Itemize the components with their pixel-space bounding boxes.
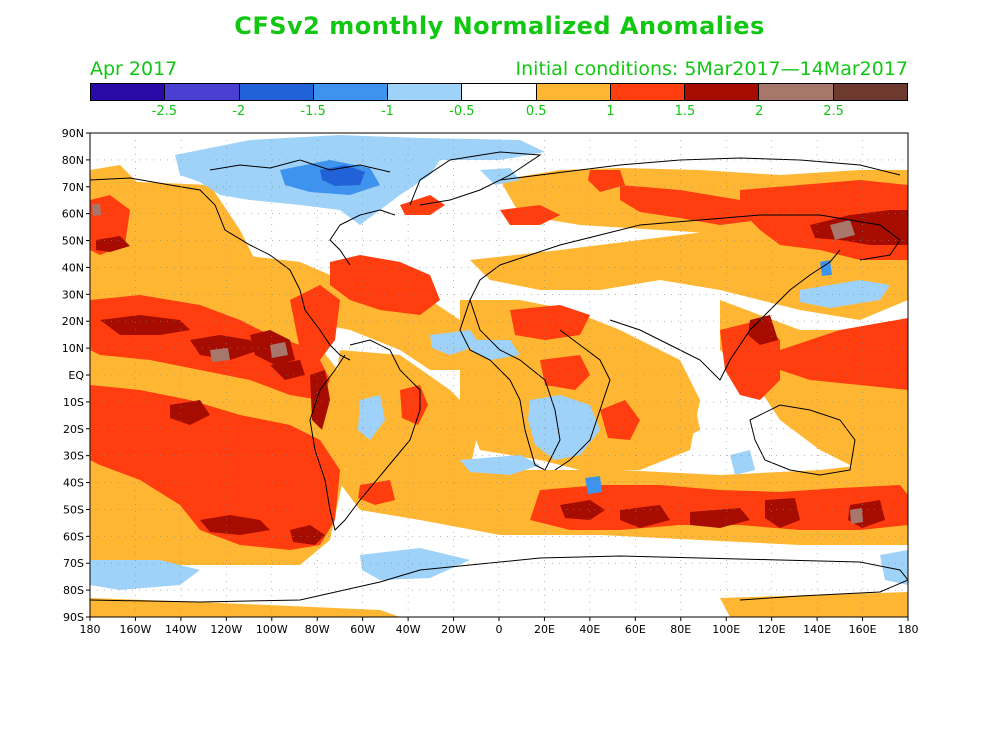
colorbar-label: -0.5	[449, 104, 475, 119]
colorbar-label: -2	[232, 104, 246, 119]
colorbar-label: 1	[606, 104, 615, 119]
longitude-label: 120W	[210, 623, 242, 636]
axis-ticks	[86, 132, 909, 621]
longitude-label: 120E	[758, 623, 786, 636]
latitude-label: 90N	[62, 127, 84, 140]
longitude-label: 80W	[305, 623, 330, 636]
longitude-label: 140E	[803, 623, 831, 636]
colorbar-labels: -2.5 -2 -1.5 -1 -0.5 0.5 1 1.5 2 2.5	[90, 104, 908, 120]
latitude-label: 70S	[63, 557, 84, 570]
colorbar-cell	[759, 84, 834, 100]
colorbar-cell	[610, 84, 686, 100]
colorbar-cell	[685, 84, 760, 100]
anomaly-pos2	[92, 203, 863, 524]
colorbar-cell	[313, 84, 389, 100]
latitude-label: 10S	[63, 396, 84, 409]
colorbar-cell	[165, 84, 240, 100]
colorbar-cell	[833, 84, 907, 100]
longitude-label: 100E	[712, 623, 740, 636]
longitude-label: 80E	[670, 623, 691, 636]
colorbar-cell	[239, 84, 314, 100]
longitude-label: 160E	[849, 623, 877, 636]
colorbar-label: 0.5	[525, 104, 547, 119]
latitude-label: 80N	[62, 154, 84, 167]
latitude-label: 30S	[63, 450, 84, 463]
colorbar-cell	[388, 84, 463, 100]
latitude-label: 20N	[62, 315, 84, 328]
longitude-label: 180	[898, 623, 919, 636]
colorbar-label: 2	[755, 104, 764, 119]
longitude-label: 40W	[396, 623, 421, 636]
colorbar-label: 2.5	[823, 104, 844, 119]
latitude-label: EQ	[68, 369, 84, 382]
initial-conditions: Initial conditions: 5Mar2017—14Mar2017	[515, 58, 908, 80]
colorbar	[90, 83, 908, 101]
latitude-label: 40N	[62, 261, 84, 274]
latitude-label: 40S	[63, 477, 84, 490]
latitude-label: 70N	[62, 181, 84, 194]
longitude-label: 20E	[534, 623, 555, 636]
longitude-label: 100W	[256, 623, 288, 636]
colorbar-label: 1.5	[674, 104, 696, 119]
longitude-label: 140W	[165, 623, 197, 636]
longitude-label: 160W	[120, 623, 152, 636]
latitude-label: 60S	[63, 530, 84, 543]
longitude-label: 180	[80, 623, 101, 636]
longitude-label: 40E	[579, 623, 600, 636]
latitude-labels: 90N 80N 70N 60N 50N 40N 30N 20N 10N EQ 10S 20S 30S 40…	[62, 127, 85, 624]
latitude-label: 20S	[63, 423, 84, 436]
latitude-label: 30N	[62, 288, 84, 301]
latitude-label: 10N	[62, 342, 84, 355]
coastlines	[90, 151, 908, 603]
latitude-label: 50N	[62, 235, 84, 248]
colorbar-cell	[462, 84, 537, 100]
longitude-label: 60E	[625, 623, 646, 636]
latitude-label: 50S	[63, 503, 84, 516]
colorbar-label: -1	[380, 104, 394, 119]
longitude-label: 0	[496, 623, 503, 636]
colorbar-label: -2.5	[151, 104, 178, 119]
colorbar-cell	[91, 84, 166, 100]
anomaly-shading	[90, 135, 908, 617]
longitude-labels: 180 160W 140W 120W 100W 80W 60W 40W 20W 0 20E 40E 60…	[80, 623, 919, 636]
colorbar-cell	[536, 84, 611, 100]
latitude-label: 60N	[62, 208, 84, 221]
latitude-label: 80S	[63, 584, 84, 597]
chart-title: CFSv2 monthly Normalized Anomalies	[234, 12, 765, 40]
longitude-label: 60W	[350, 623, 375, 636]
colorbar-label: -1.5	[300, 104, 326, 119]
forecast-month: Apr 2017	[90, 58, 178, 80]
longitude-label: 20W	[441, 623, 466, 636]
latitude-label: 90S	[63, 611, 84, 624]
